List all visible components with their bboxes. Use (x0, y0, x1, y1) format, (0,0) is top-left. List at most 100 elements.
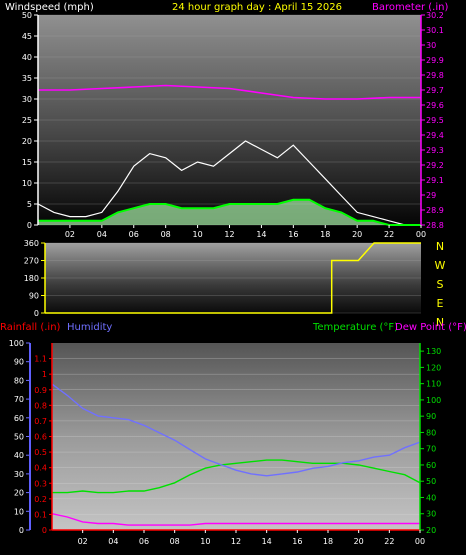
tick-label: 360 (24, 239, 39, 248)
tick-label: 90 (29, 292, 39, 301)
tick-label: 14 (262, 537, 272, 546)
tick-label: 60 (14, 414, 24, 423)
tick-label: 29 (426, 191, 436, 200)
dewpoint-line (51, 513, 420, 526)
tick-label: 120 (426, 363, 441, 372)
tick-label: 270 (24, 257, 39, 266)
tick-label: 30 (22, 95, 32, 104)
tick-label: 1.1 (34, 355, 47, 364)
compass-letter: N (436, 316, 444, 329)
tick-label: 70 (14, 395, 24, 404)
tick-label: 35 (22, 74, 32, 83)
tick-label: 0.4 (34, 464, 47, 473)
dewpoint-label: Dew Point (°F) (395, 322, 466, 333)
temperature-label: Temperature (°F) (312, 322, 398, 333)
direction-line (45, 242, 421, 314)
tick-label: 10 (22, 179, 32, 188)
tick-label: 12 (231, 537, 241, 546)
tick-label: 29.7 (426, 86, 444, 95)
tick-label: 30.1 (426, 26, 444, 35)
tick-label: 130 (426, 347, 441, 356)
tick-label: 80 (426, 428, 436, 437)
tick-label: 06 (139, 537, 149, 546)
tick-label: 04 (108, 537, 118, 546)
tick-label: 20 (14, 489, 24, 498)
tick-label: 10 (192, 230, 202, 239)
tick-label: 16 (288, 230, 298, 239)
tick-label: 22 (384, 537, 394, 546)
tick-label: 0.7 (34, 417, 47, 426)
compass-letter: E (437, 297, 444, 310)
compass-letter: W (435, 259, 446, 272)
tick-label: 0.3 (34, 479, 47, 488)
tick-label: 29.5 (426, 116, 444, 125)
tick-label: 100 (426, 396, 441, 405)
tick-label: 45 (22, 32, 32, 41)
humidity-axis: 0 10 20 30 40 50 60 70 80 90 100 (9, 339, 30, 535)
tick-label: 0.9 (34, 386, 47, 395)
tick-label: 29.4 (426, 131, 444, 140)
tick-label: 0 (34, 309, 39, 318)
direction-series (45, 242, 421, 314)
tick-label: 22 (384, 230, 394, 239)
tick-label: 90 (426, 412, 436, 421)
tick-label: 28.9 (426, 206, 444, 215)
tick-label: 30.2 (426, 11, 444, 20)
tick-label: 00 (415, 537, 425, 546)
windspeed-axis: 0 5 10 15 20 25 30 35 40 45 50 (22, 11, 38, 230)
tick-label: 1 (42, 370, 47, 379)
direction-axis: 0 90 180 270 360 (24, 239, 45, 318)
humidity-line (51, 383, 421, 477)
tick-label: 90 (14, 358, 24, 367)
tick-label: 0.1 (34, 510, 47, 519)
tick-label: 02 (65, 230, 75, 239)
gust-line (37, 140, 421, 226)
barometer-line (38, 84, 421, 100)
tick-label: 0 (42, 526, 47, 535)
windspeed-axis-label: Windspeed (mph) (5, 2, 94, 13)
tick-label: 29.9 (426, 56, 444, 65)
tick-label: 40 (426, 493, 436, 502)
tick-label: 15 (22, 158, 32, 167)
tick-label: 20 (352, 230, 362, 239)
tick-label: 29.1 (426, 176, 444, 185)
tick-label: 20 (22, 137, 32, 146)
tick-label: 29.3 (426, 146, 444, 155)
rainfall-axis-label: Rainfall (.in) (0, 322, 61, 333)
tick-label: 28.8 (426, 221, 444, 230)
tick-label: 10 (200, 537, 210, 546)
tick-label: 18 (320, 230, 330, 239)
tick-label: 30 (14, 470, 24, 479)
tick-label: 20 (354, 537, 364, 546)
tick-label: 0 (27, 221, 32, 230)
tick-label: 29.8 (426, 71, 444, 80)
tick-label: 02 (78, 537, 88, 546)
tick-label: 18 (323, 537, 333, 546)
tick-label: 08 (161, 230, 171, 239)
tick-label: 12 (224, 230, 234, 239)
tick-label: 08 (170, 537, 180, 546)
tick-label: 80 (14, 376, 24, 385)
tick-label: 110 (426, 380, 441, 389)
tick-label: 50 (426, 477, 436, 486)
wind-series (37, 84, 421, 226)
tick-label: 60 (426, 461, 436, 470)
barometer-axis-label: Barometer (.in) (372, 2, 448, 13)
tick-label: 0.8 (34, 401, 47, 410)
compass-letter: N (436, 240, 444, 253)
tick-label: 0 (19, 526, 24, 535)
tick-label: 04 (97, 230, 107, 239)
compass-letter: S (437, 278, 444, 291)
windspeed-line (38, 198, 421, 226)
tick-label: 06 (129, 230, 139, 239)
temperature-axis: 20 30 40 50 60 70 80 90 100 110 120 130 (420, 347, 441, 535)
tick-label: 25 (22, 116, 32, 125)
tick-label: 30 (426, 41, 436, 50)
tick-label: 70 (426, 445, 436, 454)
humidity-label: Humidity (67, 322, 112, 333)
tick-label: 100 (9, 339, 24, 348)
tick-label: 29.6 (426, 101, 444, 110)
tick-label: 20 (426, 526, 436, 535)
